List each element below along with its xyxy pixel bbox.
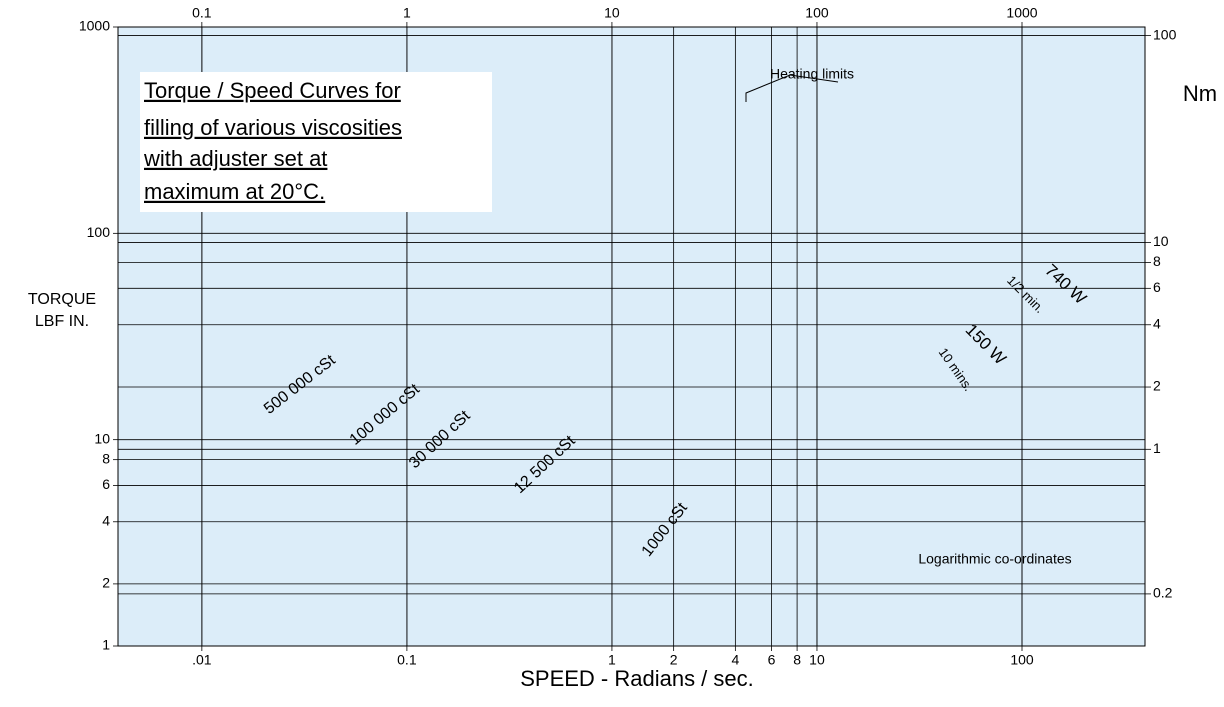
y2-tick-label: 10 (1153, 233, 1169, 249)
y2-tick-label: 100 (1153, 26, 1177, 42)
y-axis-label: LBF IN. (35, 313, 89, 330)
heating-bracket (745, 74, 839, 102)
title-line: Torque / Speed Curves for (144, 78, 401, 103)
x-tick-label: 100 (1010, 652, 1034, 668)
y2-tick-label: 4 (1153, 315, 1161, 331)
x-tick-label: 2 (670, 652, 678, 668)
x-tick-label: 4 (731, 652, 739, 668)
x-tick-label: 10 (809, 652, 825, 668)
y-tick-label: 8 (102, 450, 110, 466)
y2-tick-label: 6 (1153, 279, 1161, 295)
y-axis-label: TORQUE (28, 291, 96, 308)
x-tick-label: 0.1 (397, 652, 417, 668)
x2-tick-label: 1 (403, 5, 411, 21)
x2-tick-label: 1000 (1006, 5, 1037, 21)
y-tick-label: 1000 (79, 18, 110, 34)
y2-tick-label: 2 (1153, 378, 1161, 394)
x2-tick-label: 100 (805, 5, 829, 21)
title-box (140, 72, 492, 212)
y-tick-label: 1 (102, 637, 110, 653)
y-tick-label: 4 (102, 512, 110, 528)
annotation: Logarithmic co-ordinates (918, 551, 1071, 567)
title-line: maximum at 20°C. (144, 179, 325, 204)
x-tick-label: 8 (793, 652, 801, 668)
y-tick-label: 6 (102, 476, 110, 492)
y-tick-label: 100 (87, 224, 111, 240)
y2-tick-label: 8 (1153, 253, 1161, 269)
y2-axis-label: Nm (1183, 81, 1217, 106)
title-line: filling of various viscosities (144, 115, 402, 140)
title-line: with adjuster set at (143, 146, 327, 171)
y2-tick-label: 0.2 (1153, 585, 1173, 601)
y2-tick-label: 1 (1153, 440, 1161, 456)
x-tick-label: 1 (608, 652, 616, 668)
x-tick-label: .01 (192, 652, 212, 668)
y-tick-label: 2 (102, 575, 110, 591)
x-tick-label: 6 (768, 652, 776, 668)
x2-tick-label: 0.1 (192, 5, 212, 21)
x-axis-label: SPEED - Radians / sec. (520, 666, 754, 691)
y-tick-label: 10 (94, 430, 110, 446)
x2-tick-label: 10 (604, 5, 620, 21)
annotation: Heating limits (770, 66, 854, 82)
